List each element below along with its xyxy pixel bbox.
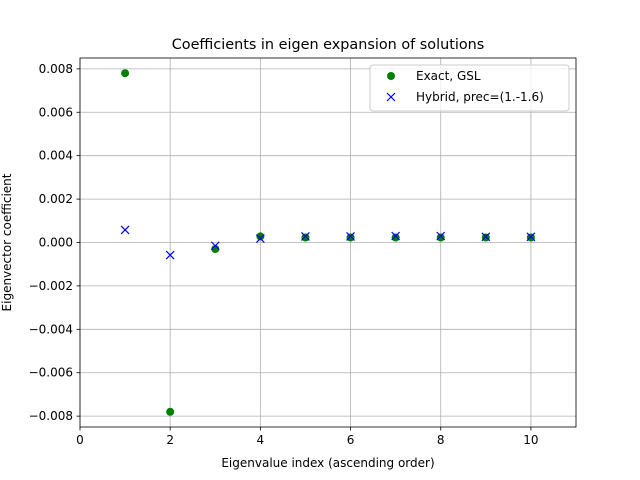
y-tick-label: −0.006: [29, 366, 73, 380]
data-point-circle: [166, 407, 175, 416]
chart-title: Coefficients in eigen expansion of solut…: [172, 37, 485, 53]
data-point-circle: [346, 233, 355, 242]
data-point-circle: [256, 232, 265, 241]
y-tick-label: 0.008: [39, 62, 73, 76]
y-tick-label: −0.002: [29, 279, 73, 293]
data-point-circle: [436, 233, 445, 242]
data-point-x: [210, 241, 220, 251]
x-axis-label: Eigenvalue index (ascending order): [221, 456, 434, 470]
data-point-x: [391, 231, 401, 241]
data-point-x: [301, 231, 310, 241]
data-point-circle: [121, 69, 130, 78]
legend-marker-hybrid: [386, 92, 396, 102]
data-point-x: [120, 225, 130, 235]
data-point-x: [481, 232, 491, 242]
y-tick-label: 0.006: [39, 105, 73, 119]
data-series: [120, 69, 536, 416]
axis-ticks: 0 2 4 6 8 10 −0.008 −0.006 −0.004 −0.002 0.000 0.00…: [29, 62, 539, 447]
x-tick-label: 6: [347, 433, 355, 447]
legend-box: [369, 64, 570, 112]
grid-lines: [79, 58, 576, 427]
x-tick-label: 0: [76, 433, 84, 447]
x-tick-label: 8: [437, 433, 445, 447]
x-tick-label: 10: [523, 433, 538, 447]
y-tick-label: 0.004: [39, 149, 73, 163]
legend-label-hybrid: Hybrid, prec=(1.-1.6): [416, 90, 544, 104]
data-point-x: [436, 231, 446, 241]
y-axis-label: Eigenvector coefficient: [0, 173, 14, 311]
y-tick-label: 0.000: [39, 236, 73, 250]
legend-label-exact: Exact, GSL: [416, 69, 481, 83]
x-tick-label: 4: [257, 433, 265, 447]
legend-marker-exact: [387, 72, 395, 80]
series-hybrid: [120, 225, 536, 260]
data-point-x: [526, 232, 536, 242]
data-point-circle: [391, 233, 400, 242]
data-point-x: [165, 250, 175, 260]
data-point-circle: [301, 233, 310, 242]
series-exact-gsl: [121, 69, 535, 416]
legend: Exact, GSL Hybrid, prec=(1.-1.6): [369, 64, 570, 112]
x-tick-label: 2: [166, 433, 174, 447]
y-tick-label: 0.002: [39, 192, 73, 206]
data-point-x: [255, 234, 265, 244]
y-tick-label: −0.004: [29, 322, 73, 336]
data-point-x: [346, 231, 355, 241]
y-tick-label: −0.008: [29, 409, 73, 423]
